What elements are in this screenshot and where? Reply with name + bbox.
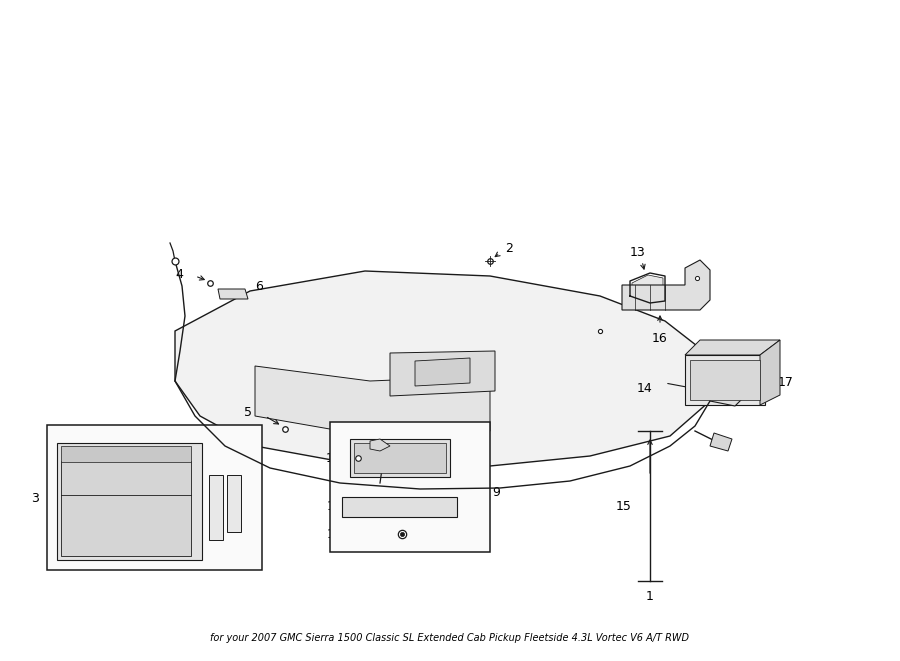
Polygon shape [175,271,710,466]
Text: 8: 8 [205,555,213,568]
Text: 13: 13 [630,247,646,260]
Polygon shape [218,289,248,299]
Text: 9: 9 [492,485,500,498]
Text: 17: 17 [778,377,794,389]
Polygon shape [370,439,390,451]
Bar [61,461,191,556]
Text: 5: 5 [244,407,252,420]
Polygon shape [390,351,495,396]
Bar [47,425,262,570]
Polygon shape [685,340,780,355]
Bar [354,443,446,473]
Text: 10: 10 [326,451,342,465]
Bar [61,446,191,462]
Text: 3: 3 [32,492,39,504]
Text: 15: 15 [616,500,632,512]
Polygon shape [632,275,663,299]
Bar [227,475,241,532]
Polygon shape [255,366,490,436]
Text: 1: 1 [646,590,654,602]
Text: 2: 2 [505,243,513,256]
Text: 7: 7 [237,555,245,568]
Polygon shape [710,379,745,406]
Text: 11: 11 [326,500,342,514]
Bar [57,443,202,560]
Text: 14: 14 [636,383,652,395]
Bar [350,439,450,477]
Polygon shape [760,340,780,405]
Bar [342,497,457,517]
Bar [330,422,490,552]
Text: 12: 12 [326,527,342,541]
Polygon shape [710,433,732,451]
Polygon shape [415,358,470,386]
Text: 6: 6 [255,280,263,293]
Polygon shape [622,260,710,310]
Bar [690,360,760,400]
Text: for your 2007 GMC Sierra 1500 Classic SL Extended Cab Pickup Fleetside 4.3L Vort: for your 2007 GMC Sierra 1500 Classic SL… [211,633,689,643]
Bar [685,355,765,405]
Text: 16: 16 [652,332,668,344]
Bar [209,475,223,540]
Text: 4: 4 [176,268,183,282]
